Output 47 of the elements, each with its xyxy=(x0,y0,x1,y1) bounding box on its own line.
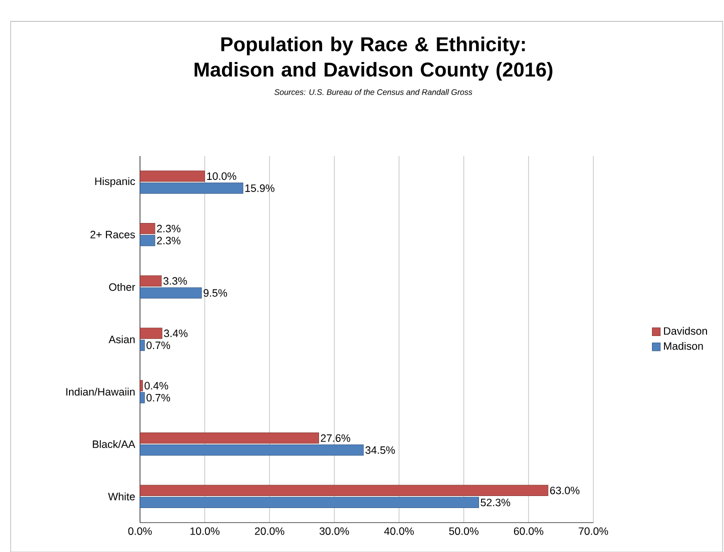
y-tick-label: 2+ Races xyxy=(90,230,135,238)
bar xyxy=(140,170,206,182)
x-tick-label: 70.0% xyxy=(578,527,608,535)
bar xyxy=(140,432,320,444)
bar xyxy=(140,380,143,392)
data-label: 9.5% xyxy=(204,289,228,297)
x-tick-label: 30.0% xyxy=(320,527,350,535)
data-label: 0.7% xyxy=(146,394,170,402)
bar xyxy=(140,234,156,246)
bar xyxy=(140,392,145,404)
data-label: 0.4% xyxy=(144,382,168,390)
x-tick-label: 20.0% xyxy=(254,527,284,535)
bar xyxy=(140,287,202,299)
bar xyxy=(140,328,162,339)
chart-subtitle: Sources: U.S. Bureau of the Census and Randall Gross xyxy=(274,89,472,95)
data-label: 2.3% xyxy=(157,236,180,244)
data-label: 3.3% xyxy=(163,277,187,285)
bar xyxy=(140,444,364,456)
data-label: 27.6% xyxy=(320,434,350,442)
bar xyxy=(140,222,156,234)
y-tick-label: White xyxy=(108,492,135,500)
bar xyxy=(140,182,244,194)
bar xyxy=(140,275,162,287)
data-label: 10.0% xyxy=(207,172,236,180)
bar xyxy=(140,496,479,508)
y-tick-label: Indian/Hawaiin xyxy=(66,388,135,396)
data-label: 0.7% xyxy=(146,342,170,350)
data-label: 3.4% xyxy=(164,330,188,338)
x-tick-label: 10.0% xyxy=(190,527,220,535)
chart-title: Population by Race & Ethnicity: Madison and Davidson County (2016) xyxy=(194,36,552,81)
bar xyxy=(140,484,548,496)
y-tick-label: Hispanic xyxy=(95,177,136,188)
legend-label: Madison xyxy=(664,342,703,350)
x-tick-label: 40.0% xyxy=(384,527,414,535)
x-tick-label: 0.0% xyxy=(128,527,152,535)
data-label: 34.5% xyxy=(365,446,395,454)
data-label: 2.3% xyxy=(157,224,180,232)
y-tick-label: Other xyxy=(109,283,136,291)
x-tick-label: 50.0% xyxy=(449,527,479,535)
data-label: 52.3% xyxy=(480,498,510,506)
data-label: 63.0% xyxy=(550,486,580,494)
x-tick-label: 60.0% xyxy=(514,527,544,535)
y-tick-label: Black/AA xyxy=(92,440,136,448)
bar xyxy=(140,340,145,351)
data-label: 15.9% xyxy=(245,184,274,192)
y-tick-label: Asian xyxy=(108,335,135,344)
legend-label: Davidson xyxy=(664,326,707,335)
